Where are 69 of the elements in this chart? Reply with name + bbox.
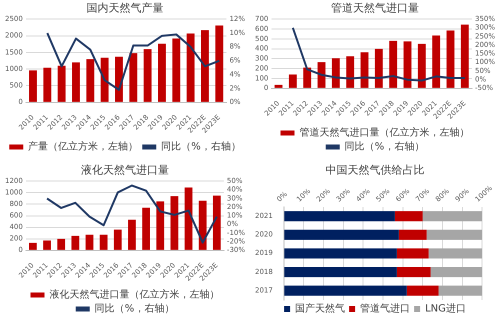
legend-label: 产量（亿立方米，左轴） — [28, 140, 138, 153]
legend-label: 国产天然气 — [295, 302, 346, 315]
bar — [215, 26, 224, 102]
legend-label: 同比（%，右轴） — [161, 140, 241, 153]
bar — [318, 62, 326, 88]
bar — [184, 188, 192, 250]
bar — [43, 68, 52, 102]
bar — [115, 56, 123, 102]
bar — [284, 286, 407, 296]
bar — [398, 230, 427, 240]
bar — [389, 40, 398, 88]
bar — [394, 211, 423, 222]
bar — [186, 34, 195, 102]
chart-title: 管道天然气进口量 — [331, 1, 419, 14]
bar — [144, 49, 152, 102]
legend-label: 同比（%，右轴） — [94, 302, 174, 315]
bar — [422, 211, 482, 222]
bar — [86, 234, 94, 250]
chart-title: 中国天然气供给占比 — [326, 163, 424, 176]
bar — [57, 238, 66, 250]
bar — [284, 230, 399, 240]
bar — [100, 234, 108, 250]
bar — [396, 248, 429, 259]
bar — [129, 53, 138, 102]
bar — [156, 201, 164, 250]
bar — [288, 74, 297, 88]
bar — [374, 48, 383, 88]
bar — [72, 62, 80, 102]
bar — [432, 35, 440, 88]
bar — [406, 286, 439, 296]
bar — [170, 196, 178, 250]
bar — [404, 41, 412, 88]
chart-title: 国内天然气产量 — [86, 1, 164, 14]
bar — [284, 266, 397, 278]
bar — [58, 66, 66, 102]
bar — [71, 236, 80, 250]
bar — [114, 230, 122, 250]
bar — [142, 208, 150, 250]
bar — [360, 52, 368, 88]
bar — [438, 286, 482, 296]
bar — [428, 248, 482, 259]
bar — [446, 30, 454, 88]
bar — [212, 196, 221, 250]
bar — [29, 70, 37, 102]
legend-label: 管道气进口 — [360, 302, 410, 315]
chart-title: 液化天然气进口量 — [81, 163, 169, 176]
bar — [346, 56, 354, 88]
bar — [284, 248, 397, 259]
bar — [274, 84, 282, 88]
bar — [172, 38, 180, 102]
legend-label: LNG进口 — [425, 302, 466, 315]
bar — [128, 220, 136, 250]
legend-label: 同比（%，右轴） — [344, 140, 424, 153]
legend-label: 液化天然气进口量（亿立方米，左轴） — [50, 288, 220, 301]
bar — [201, 30, 209, 102]
bar — [303, 68, 312, 88]
bar — [158, 44, 166, 102]
bar — [430, 266, 482, 278]
bar — [86, 59, 94, 102]
bar — [418, 44, 426, 88]
bar — [426, 230, 482, 240]
bar — [100, 58, 109, 102]
bar — [29, 242, 37, 250]
bar — [460, 24, 469, 88]
legend-label: 管道天然气进口量（亿立方米，左轴） — [300, 126, 470, 139]
bar — [284, 211, 395, 222]
bar — [396, 266, 431, 278]
bar — [332, 58, 340, 88]
bar — [43, 240, 51, 250]
